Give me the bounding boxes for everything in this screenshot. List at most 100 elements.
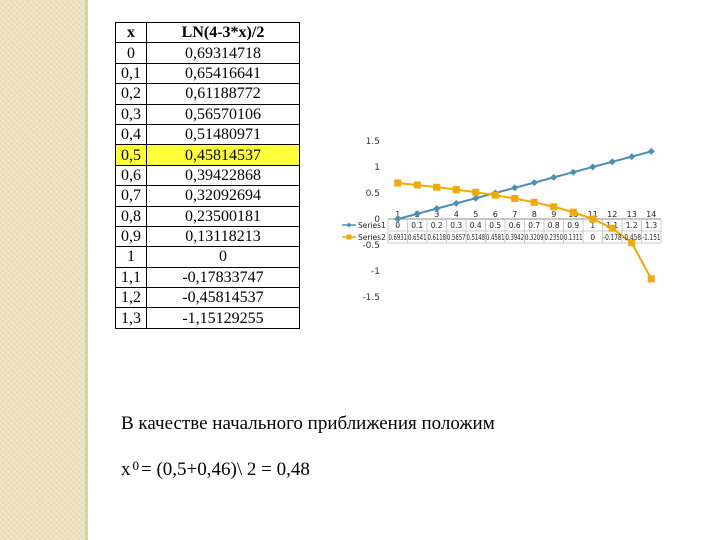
data-table-value: -0.178 [603,233,622,242]
cell-x: 1,3 [115,307,147,329]
data-table-value: 0.7 [528,221,540,230]
series-1-point [530,179,538,187]
data-table-value: 0.6 [509,221,521,230]
y-tick-label: 1 [374,163,380,173]
data-table-value: 0 [395,221,400,230]
table-row: 0,2 0,61188772 [115,83,300,105]
caption-formula: = (0,5+0,46)\ 2 = 0,48 [141,459,310,480]
legend-series-name: Series1 [358,221,386,230]
series-line-1 [397,150,652,220]
cell-y: -0,45814537 [146,287,300,309]
decorative-side-stripe [0,0,85,540]
cell-y: -0,17833747 [146,266,300,289]
table-row: 0,3 0,56570106 [115,103,300,125]
cell-y: 0,56570106 [146,103,300,125]
data-table-value: 1.3 [645,221,657,230]
series-1-point [550,173,558,181]
series-2-point [394,179,402,187]
data-table-value: -0.458 [623,233,642,242]
series-1-point [472,194,480,202]
series-2-point [608,224,616,232]
series-1-point [433,205,441,213]
data-table-value: 1.2 [626,221,638,230]
series-2-point [628,239,636,247]
series-1-point [569,168,577,176]
data-table-value: 0.6541 [408,233,427,242]
x-category-label: 11 [588,210,598,219]
y-tick-label: -0.5 [362,241,380,251]
legend-key-marker-1 [346,222,352,228]
series-2-point [550,203,558,211]
x-category-label: 3 [434,210,439,219]
header-y: LN(4-3*x)/2 [146,21,300,44]
caption-line-2: x 0 = (0,5+0,46)\ 2 = 0,48 [121,458,310,481]
caption-superscript: 0 [132,458,140,473]
y-tick-label: -1 [371,267,380,277]
series-1-point [413,210,421,218]
series-2-point [589,215,597,223]
table-row: 0 0,69314718 [115,42,300,64]
x-category-label: 7 [512,210,517,219]
x-category-label: 8 [532,210,537,219]
side-stripe-border [85,0,88,540]
table-row: 0,1 0,65416641 [115,62,300,85]
line-chart: 1.510.50-0.5-1-1.51234567891011121314Ser… [342,137,662,303]
table-row: 0,5 0,45814537 [115,144,300,166]
series-1-point [511,184,519,192]
series-2-point [647,275,655,283]
cell-x: 0,1 [115,62,147,85]
caption-x: x [121,459,131,480]
y-tick-label: 0 [374,215,380,225]
series-1-point [628,153,636,161]
cell-x: 0,4 [115,123,147,146]
x-category-label: 1 [395,210,400,219]
y-tick-label: 1.5 [366,137,380,147]
table-row: 1,2 -0,45814537 [115,287,300,309]
cell-x: 1,1 [115,266,147,289]
data-table-value: 0.3942 [506,233,525,242]
data-table-value: 0.4581 [486,233,505,242]
series-1-point [394,215,402,223]
data-table-value: 0.2350 [545,233,564,242]
y-tick-label: -1.5 [362,293,380,303]
cell-y: 0,45814537 [146,144,300,166]
cell-x: 0,7 [115,185,147,207]
cell-x: 0 [115,42,147,64]
data-table-value: 0.1311 [564,233,583,242]
data-table-value: 0.1 [411,221,423,230]
data-table-value: 0.5657 [447,233,466,242]
cell-y: -1,15129255 [146,307,300,329]
data-table-value: -1.151 [642,233,661,242]
cell-x: 0,5 [115,144,147,166]
table-row: 1,3 -1,15129255 [115,307,300,329]
series-2-point [511,195,519,203]
x-category-label: 12 [607,210,617,219]
cell-x: 0,8 [115,205,147,227]
table-header-row: x LN(4-3*x)/2 [115,21,300,44]
series-2-point [491,191,499,199]
data-table-value: 0.9 [567,221,579,230]
data-table-value: 0.5148 [467,233,486,242]
series-1-point [589,163,597,171]
data-table-value: 1 [590,221,595,230]
table-row: 1,1 -0,17833747 [115,266,300,289]
table-row: 0,6 0,39422868 [115,164,300,187]
values-table: x LN(4-3*x)/2 0 0,69314718 0,1 0,65416641 0,… [115,21,300,329]
x-category-label: 6 [493,210,498,219]
series-1-point [452,199,460,207]
data-table-value: 0.4 [470,221,482,230]
cell-x: 0,6 [115,164,147,187]
cell-y: 0,69314718 [146,42,300,64]
cell-y: 0,51480971 [146,123,300,146]
legend-series-name: Series2 [358,233,386,242]
x-category-label: 5 [473,210,478,219]
series-2-point [452,186,460,194]
data-table-value: 0.3209 [525,233,544,242]
series-1-point [647,147,655,155]
cell-x: 0,2 [115,83,147,105]
caption-line-1: В качестве начального приближения положи… [121,413,495,434]
data-table-value: 0.2 [431,221,443,230]
y-tick-label: 0.5 [366,189,380,199]
cell-y: 0,65416641 [146,62,300,85]
